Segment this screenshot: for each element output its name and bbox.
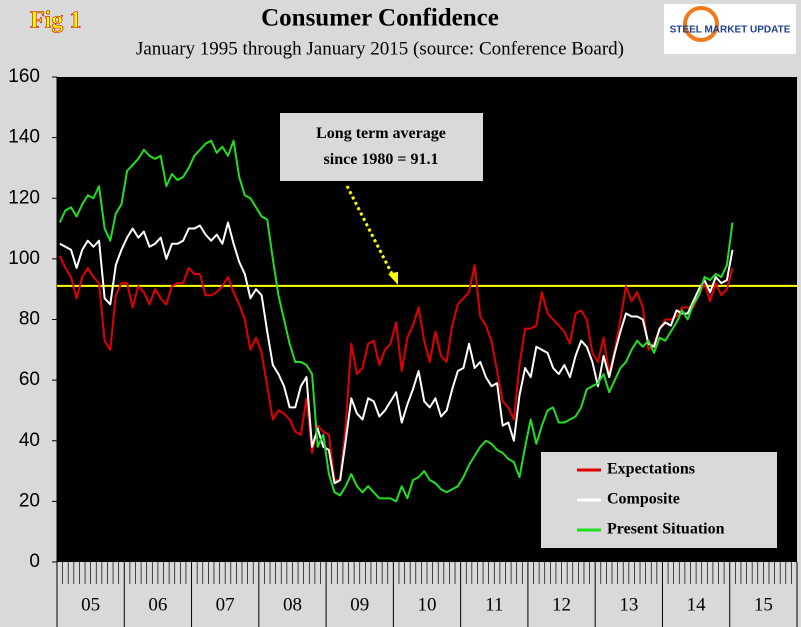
series-line	[58, 255, 734, 482]
logo-ring	[683, 6, 719, 42]
x-tick-label: 11	[485, 594, 503, 615]
y-tick-label: 80	[19, 309, 40, 330]
legend-label: Expectations	[607, 461, 695, 478]
y-tick-label: 120	[8, 187, 40, 208]
y-tick-label: 100	[8, 248, 40, 269]
y-tick-label: 20	[19, 490, 40, 511]
x-tick-label: 12	[552, 594, 571, 615]
y-tick-label: 140	[8, 127, 40, 148]
x-tick-label: 05	[81, 594, 100, 615]
x-tick-label: 14	[687, 594, 707, 615]
y-tick-label: 160	[8, 66, 40, 87]
legend-label: Composite	[607, 491, 680, 508]
x-tick-label: 15	[754, 594, 773, 615]
y-tick-label: 0	[29, 551, 40, 572]
y-tick-label: 40	[19, 430, 40, 451]
annotation-arrowhead	[388, 271, 398, 285]
annotation-box	[280, 113, 483, 181]
annotation: Long term average since 1980 = 91.1	[316, 125, 446, 168]
annotation-arrow	[345, 185, 396, 279]
y-tick-label: 60	[19, 369, 40, 390]
legend-label: Present Situation	[607, 521, 725, 538]
logo-text: STEEL MARKET UPDATE	[670, 25, 791, 36]
series-line	[58, 139, 734, 503]
x-tick-label: 09	[350, 594, 369, 615]
x-tick-label: 06	[148, 594, 167, 615]
x-tick-label: 08	[283, 594, 302, 615]
plot-layer: 0 20 40 60 80 100 120 140 160 05 06 07 08 09 10 11 12 13 1…	[8, 66, 798, 627]
x-tick-label: 13	[619, 594, 638, 615]
series-line	[59, 221, 734, 485]
x-tick-label: 10	[418, 594, 437, 615]
chart-title: Consumer Confidence	[261, 5, 499, 32]
figure-label: Fig 1	[30, 8, 81, 34]
x-tick-label: 07	[216, 594, 235, 615]
chart-subtitle: January 1995 through January 2015 (sourc…	[136, 38, 624, 59]
